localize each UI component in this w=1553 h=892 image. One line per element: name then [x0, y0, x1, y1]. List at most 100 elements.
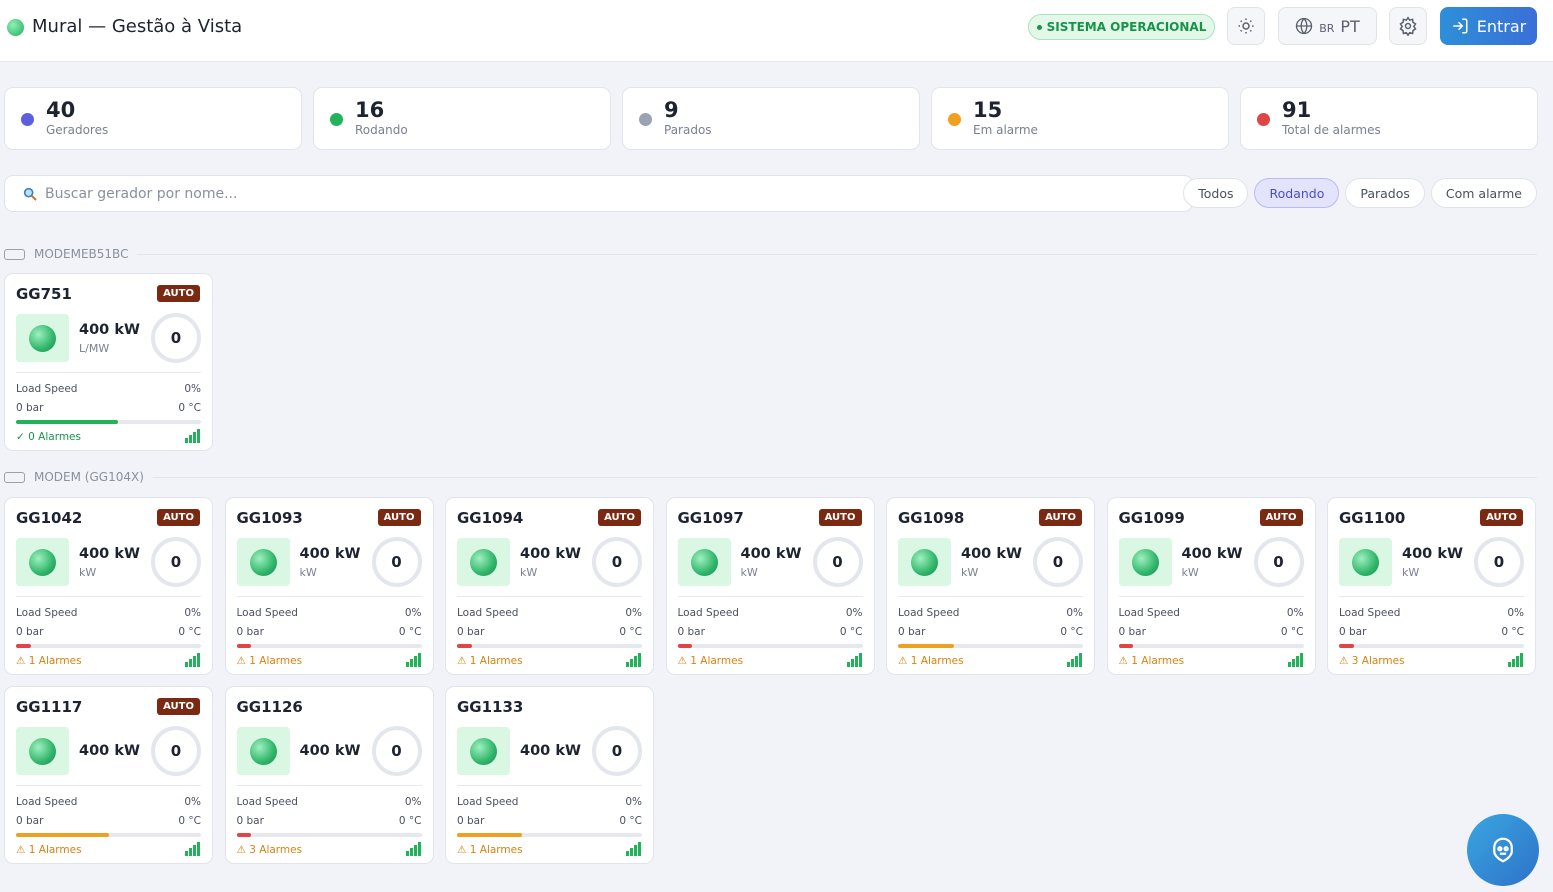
- chat-button[interactable]: [1467, 814, 1539, 886]
- login-icon: [1453, 18, 1468, 34]
- progress-fill: [16, 833, 109, 837]
- stat-card: 40 Geradores: [4, 87, 302, 150]
- stat-label: Em alarme: [973, 123, 1038, 137]
- power: 400 kW: [520, 743, 581, 759]
- generator-card[interactable]: GG1042 AUTO 400 kW kW 0 Load Speed 0% 0 bar 0 °C…: [4, 497, 213, 675]
- alarm-count: ⚠ 3 Alarmes: [236, 844, 303, 856]
- pressure: 0 bar: [677, 625, 705, 638]
- metric-row: 0 bar 0 °C: [237, 811, 422, 830]
- signal-icon: [405, 652, 421, 667]
- generator-card[interactable]: GG1094 AUTO 400 kW kW 0 Load Speed 0% 0 bar 0 °C…: [445, 497, 654, 675]
- generator-icon: [16, 538, 69, 586]
- temperature: 0 °C: [619, 814, 642, 827]
- search-icon: [23, 187, 37, 201]
- card-footer: ✓ 0 Alarmes: [16, 424, 201, 450]
- filter-pill[interactable]: Todos: [1183, 178, 1249, 208]
- mode-badge: AUTO: [598, 509, 641, 526]
- power-block: 400 kW L/MW: [79, 322, 151, 355]
- generator-icon: [677, 538, 731, 586]
- generator-card[interactable]: GG1117 AUTO 400 kW 0 Load Speed 0% 0 bar 0 °C ⚠ …: [4, 686, 213, 864]
- card-main: 400 kW kW 0: [16, 536, 201, 588]
- pressure: 0 bar: [236, 814, 264, 827]
- generator-card[interactable]: GG1100 AUTO 400 kW kW 0 Load Speed 0% 0 bar 0 °C…: [1327, 497, 1536, 675]
- signal: [185, 841, 201, 859]
- language-button[interactable]: BR PT: [1278, 7, 1377, 45]
- signal: [626, 841, 642, 859]
- divider: [16, 785, 201, 786]
- power: 400 kW: [1402, 545, 1463, 562]
- signal-icon: [1067, 652, 1082, 667]
- filter-pill[interactable]: Com alarme: [1430, 178, 1537, 208]
- load-value: 0%: [1286, 606, 1304, 619]
- gauge: 0: [371, 537, 422, 587]
- generator-name: GG1133: [457, 698, 524, 716]
- status-sphere: [470, 548, 497, 576]
- generator-card[interactable]: GG1098 AUTO 400 kW kW 0 Load Speed 0% 0 bar 0 °C…: [886, 497, 1095, 675]
- card-footer: ⚠ 1 Alarmes: [1119, 648, 1304, 674]
- temperature: 0 °C: [178, 401, 201, 414]
- unit: kW: [1181, 565, 1199, 579]
- generator-card[interactable]: GG751 AUTO 400 kW L/MW 0 Load Speed 0% 0 bar 0 °…: [4, 273, 213, 451]
- filter-pill[interactable]: Parados: [1345, 178, 1425, 208]
- search-box[interactable]: Buscar gerador por nome...: [4, 175, 1193, 212]
- gauge: 0: [371, 726, 422, 776]
- stat-card: 15 Em alarme: [931, 87, 1229, 150]
- generator-name: GG1126: [236, 698, 303, 716]
- pressure: 0 bar: [16, 401, 44, 414]
- alarm-count: ⚠ 1 Alarmes: [457, 655, 523, 667]
- unit: kW: [1402, 565, 1420, 579]
- signal: [405, 841, 422, 859]
- power: 400 kW: [520, 545, 581, 562]
- mode-badge: AUTO: [1480, 509, 1523, 526]
- stat-value: 16: [355, 98, 385, 122]
- generator-name: GG1042: [16, 509, 83, 527]
- generator-icon: [16, 727, 69, 775]
- signal-icon: [1287, 652, 1303, 667]
- temperature: 0 °C: [398, 814, 422, 827]
- power: 400 kW: [740, 545, 802, 562]
- card-footer: ⚠ 3 Alarmes: [237, 837, 422, 863]
- metric-row: 0 bar 0 °C: [237, 622, 422, 641]
- load-value: 0%: [625, 606, 642, 619]
- card-footer: ⚠ 1 Alarmes: [16, 837, 201, 863]
- power-block: 400 kW kW: [520, 546, 592, 579]
- load-value: 0%: [184, 795, 201, 808]
- metric-row: Load Speed 0%: [16, 603, 201, 622]
- mode-badge: AUTO: [377, 509, 421, 526]
- filter-pill[interactable]: Rodando: [1254, 178, 1340, 208]
- temperature: 0 °C: [839, 625, 863, 638]
- load-value: 0%: [625, 795, 642, 808]
- progress-track: [236, 644, 422, 648]
- mode-badge: AUTO: [1039, 509, 1082, 526]
- signal-icon: [405, 841, 421, 856]
- temperature: 0 °C: [1060, 625, 1083, 638]
- metric-row: Load Speed 0%: [457, 792, 642, 811]
- theme-button[interactable]: [1227, 7, 1265, 45]
- generator-card[interactable]: GG1133 400 kW 0 Load Speed 0% 0 bar 0 °C ⚠ 1 Al…: [445, 686, 654, 864]
- generator-card[interactable]: GG1099 AUTO 400 kW kW 0 Load Speed 0% 0 bar 0 °C…: [1106, 497, 1316, 675]
- unit: kW: [520, 565, 538, 579]
- generator-card[interactable]: GG1093 AUTO 400 kW kW 0 Load Speed 0% 0 bar 0 °C…: [224, 497, 434, 675]
- gauge: 0: [1474, 537, 1524, 587]
- unit: kW: [299, 565, 317, 579]
- metric-row: Load Speed 0%: [16, 379, 201, 398]
- status-dot: [1036, 24, 1042, 30]
- unit: L/MW: [79, 341, 110, 355]
- status-sphere: [29, 548, 56, 576]
- generator-card[interactable]: GG1126 400 kW 0 Load Speed 0% 0 bar 0 °C ⚠ 3 Al…: [224, 686, 434, 864]
- progress-track: [677, 644, 863, 648]
- stat-value: 91: [1282, 98, 1312, 122]
- progress-track: [236, 833, 422, 837]
- power-block: 400 kW kW: [741, 546, 813, 579]
- login-button[interactable]: Entrar: [1440, 7, 1537, 45]
- divider: [16, 372, 201, 373]
- generator-card[interactable]: GG1097 AUTO 400 kW kW 0 Load Speed 0% 0 bar 0 °C…: [665, 497, 875, 675]
- progress-fill: [16, 644, 31, 648]
- flag: BR: [1319, 21, 1335, 35]
- pressure: 0 bar: [457, 814, 485, 827]
- pressure: 0 bar: [236, 625, 264, 638]
- metric-label: Load Speed: [457, 795, 519, 808]
- generator-icon: [16, 314, 69, 362]
- metric-label: Load Speed: [236, 606, 298, 619]
- settings-button[interactable]: [1389, 7, 1427, 45]
